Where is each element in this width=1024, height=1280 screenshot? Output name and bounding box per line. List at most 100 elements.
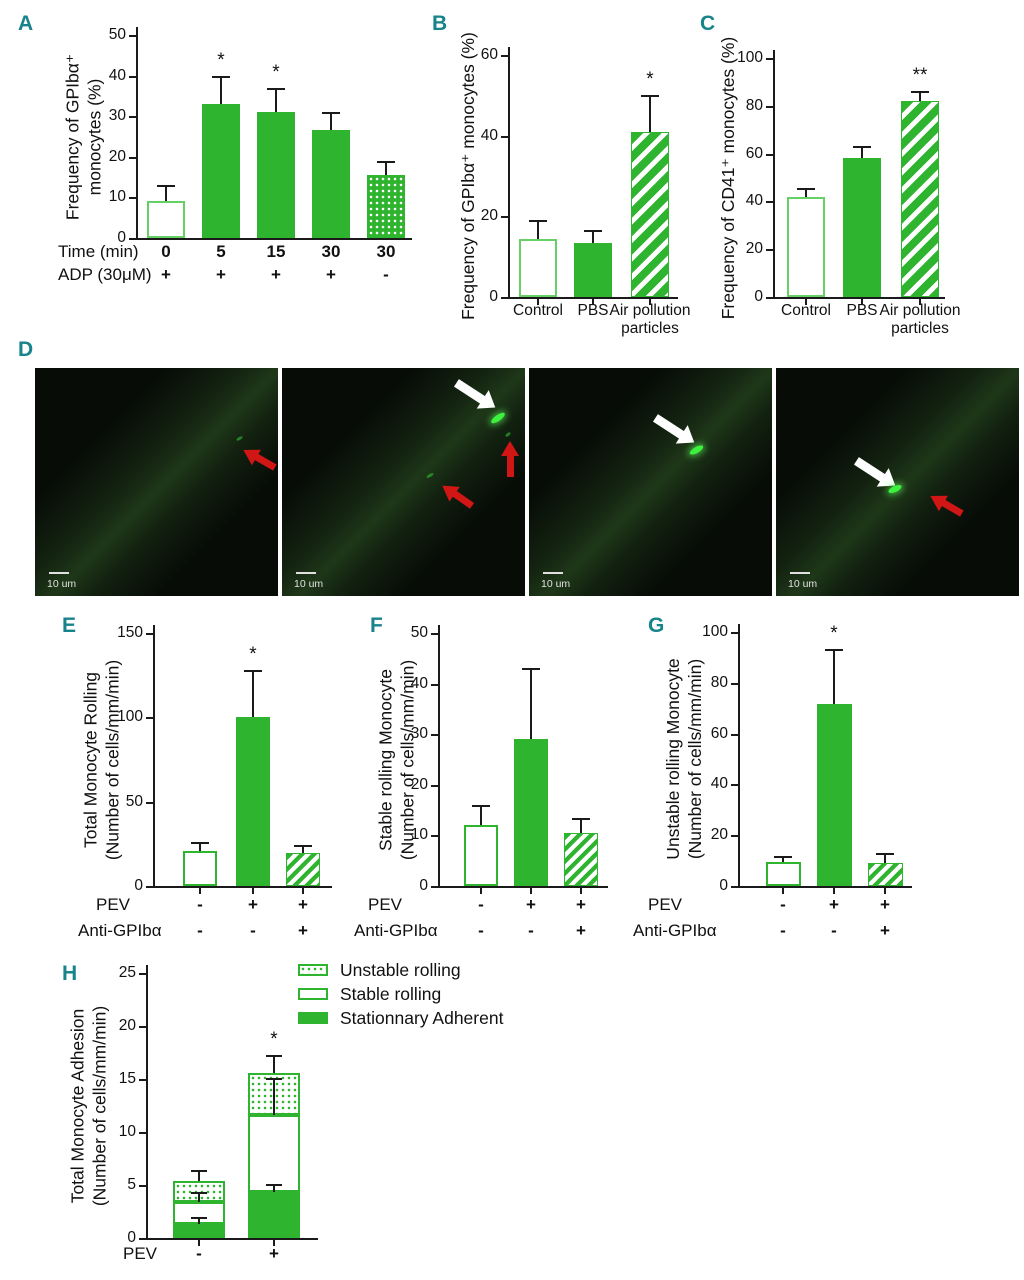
y-tick-label: 50	[108, 26, 126, 43]
bar-g-1	[766, 862, 801, 886]
x-tick	[833, 888, 835, 894]
y-axis-title: Unstable rolling Monocyte (Number of cell…	[662, 632, 706, 886]
panel-g-label: G	[648, 614, 665, 637]
y-axis-title-line: Frequency of GPIbα⁺ monocytes (%)	[458, 32, 478, 320]
error-bar	[302, 845, 304, 857]
error-cap	[853, 146, 871, 148]
y-tick	[766, 154, 773, 156]
y-axis-title-line: Total Monocyte Rolling	[80, 671, 101, 849]
x-category-line: PBS	[846, 302, 878, 319]
y-tick	[501, 136, 508, 138]
x-tick	[919, 299, 921, 305]
y-tick-label: 0	[754, 288, 763, 305]
y-tick	[731, 835, 738, 837]
red-arrow	[501, 441, 520, 478]
y-axis-title-line: Stable rolling Monocyte	[375, 669, 396, 851]
error-cap	[472, 805, 490, 807]
x-tick	[592, 299, 594, 305]
y-tick-label: 50	[410, 624, 428, 641]
x-row-label: PEV	[368, 895, 403, 914]
significance-marker: *	[830, 623, 838, 644]
y-tick-label: 40	[480, 127, 498, 144]
error-bar	[198, 1192, 200, 1202]
red-arrow	[926, 488, 966, 522]
arrow-head	[501, 441, 520, 457]
y-tick-label: 15	[118, 1070, 136, 1087]
y-tick	[431, 684, 438, 686]
legend-swatch	[298, 964, 328, 976]
error-bar	[530, 668, 532, 743]
y-tick	[129, 35, 136, 37]
y-tick	[139, 1079, 146, 1081]
y-tick	[731, 886, 738, 888]
y-tick	[129, 238, 136, 240]
legend-label: Stationnary Adherent	[340, 1008, 504, 1028]
y-tick	[146, 633, 153, 635]
error-cap	[191, 1217, 207, 1219]
y-tick	[501, 297, 508, 299]
error-bar	[252, 670, 254, 721]
bar-c-2	[843, 158, 881, 297]
y-tick	[139, 1132, 146, 1134]
x-row-value: +	[829, 895, 839, 914]
error-bar	[580, 818, 582, 837]
error-bar	[884, 853, 886, 867]
x-row-value: +	[216, 265, 226, 284]
x-row-label: Anti-GPIbα	[354, 921, 438, 940]
segment-stationnary-adherent	[248, 1192, 300, 1238]
y-tick-label: 20	[710, 826, 728, 843]
x-row-value: +	[326, 265, 336, 284]
y-tick	[139, 1185, 146, 1187]
y-tick-label: 40	[745, 192, 763, 209]
scale-bar-label: 10 um	[788, 578, 818, 590]
error-bar	[198, 1170, 200, 1181]
significance-marker: *	[217, 50, 225, 71]
x-category-line: PBS	[577, 302, 609, 319]
y-tick	[766, 106, 773, 108]
x-axis	[438, 886, 608, 888]
x-category-line: Control	[781, 302, 831, 319]
y-axis-title: Frequency of GPIbα⁺ monocytes (%)	[457, 26, 479, 326]
y-axis-title-line: (Number of cells/mm/min)	[89, 1005, 110, 1207]
y-tick	[501, 216, 508, 218]
x-row-value: -	[196, 1244, 202, 1263]
panel-a-label: A	[18, 12, 34, 35]
x-row-value: +	[576, 895, 586, 914]
x-row-value: -	[383, 265, 389, 284]
significance-marker: *	[249, 644, 257, 665]
y-axis-title-line: Total Monocyte Adhesion	[67, 1008, 88, 1204]
y-tick-label: 10	[410, 826, 428, 843]
x-row-value: -	[780, 895, 786, 914]
red-arrow	[238, 442, 278, 476]
x-row-value: +	[271, 265, 281, 284]
segment-stable-rolling	[248, 1115, 300, 1192]
error-bar	[273, 1184, 275, 1192]
x-row-label: ADP (30μM)	[58, 265, 152, 284]
x-row-value: +	[298, 895, 308, 914]
y-tick-label: 0	[127, 1229, 136, 1246]
x-row-label: Time (min)	[58, 242, 139, 261]
fluorescent-cell-spot	[504, 431, 512, 438]
error-cap	[266, 1184, 282, 1186]
y-tick-label: 100	[117, 708, 143, 725]
white-arrow	[451, 374, 502, 418]
x-category-label: PBS	[537, 302, 649, 320]
y-tick-label: 100	[702, 623, 728, 640]
bar-b-1	[519, 239, 557, 297]
x-row-label: PEV	[123, 1244, 158, 1263]
fluorescent-cell-spot	[426, 471, 435, 479]
scale-bar-label: 10 um	[47, 578, 77, 590]
error-bar	[275, 88, 277, 116]
y-tick-label: 30	[410, 725, 428, 742]
error-bar	[385, 161, 387, 179]
error-bar	[782, 856, 784, 866]
y-axis-title: Total Monocyte Rolling (Number of cells/m…	[80, 634, 124, 887]
error-cap	[266, 1055, 282, 1057]
y-axis-title: Frequency of GPIbα⁺ monocytes (%)	[62, 36, 106, 239]
error-bar	[592, 230, 594, 246]
error-cap	[774, 856, 792, 858]
y-tick-label: 50	[125, 793, 143, 810]
x-row-value: -	[478, 895, 484, 914]
x-row-value: 30	[321, 242, 341, 261]
white-arrow	[650, 408, 701, 452]
